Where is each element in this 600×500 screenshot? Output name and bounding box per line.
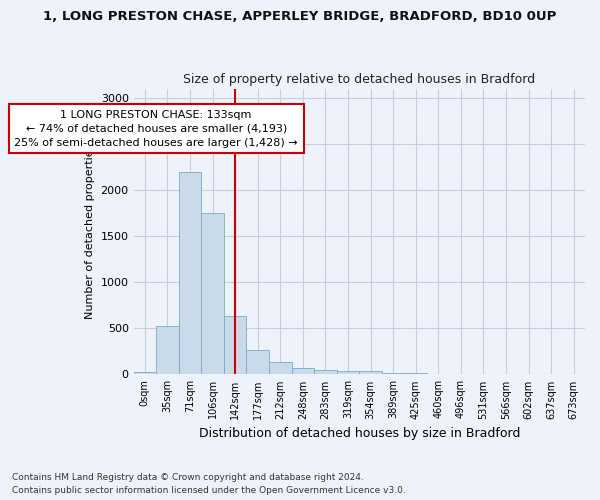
Bar xyxy=(156,326,179,374)
Bar xyxy=(201,213,224,374)
Text: 1 LONG PRESTON CHASE: 133sqm
← 74% of detached houses are smaller (4,193)
25% of: 1 LONG PRESTON CHASE: 133sqm ← 74% of de… xyxy=(14,110,298,148)
Text: 1, LONG PRESTON CHASE, APPERLEY BRIDGE, BRADFORD, BD10 0UP: 1, LONG PRESTON CHASE, APPERLEY BRIDGE, … xyxy=(43,10,557,23)
Bar xyxy=(359,371,382,374)
Y-axis label: Number of detached properties: Number of detached properties xyxy=(85,144,95,319)
Title: Size of property relative to detached houses in Bradford: Size of property relative to detached ho… xyxy=(183,73,535,86)
Bar xyxy=(247,350,269,374)
Bar xyxy=(292,368,314,374)
Bar xyxy=(314,370,337,374)
Bar xyxy=(404,373,427,374)
Bar xyxy=(382,372,404,374)
X-axis label: Distribution of detached houses by size in Bradford: Distribution of detached houses by size … xyxy=(199,427,520,440)
Bar xyxy=(134,372,156,374)
Bar xyxy=(337,370,359,374)
Text: Contains HM Land Registry data © Crown copyright and database right 2024.
Contai: Contains HM Land Registry data © Crown c… xyxy=(12,473,406,495)
Bar xyxy=(179,172,201,374)
Bar xyxy=(269,362,292,374)
Bar xyxy=(224,316,247,374)
